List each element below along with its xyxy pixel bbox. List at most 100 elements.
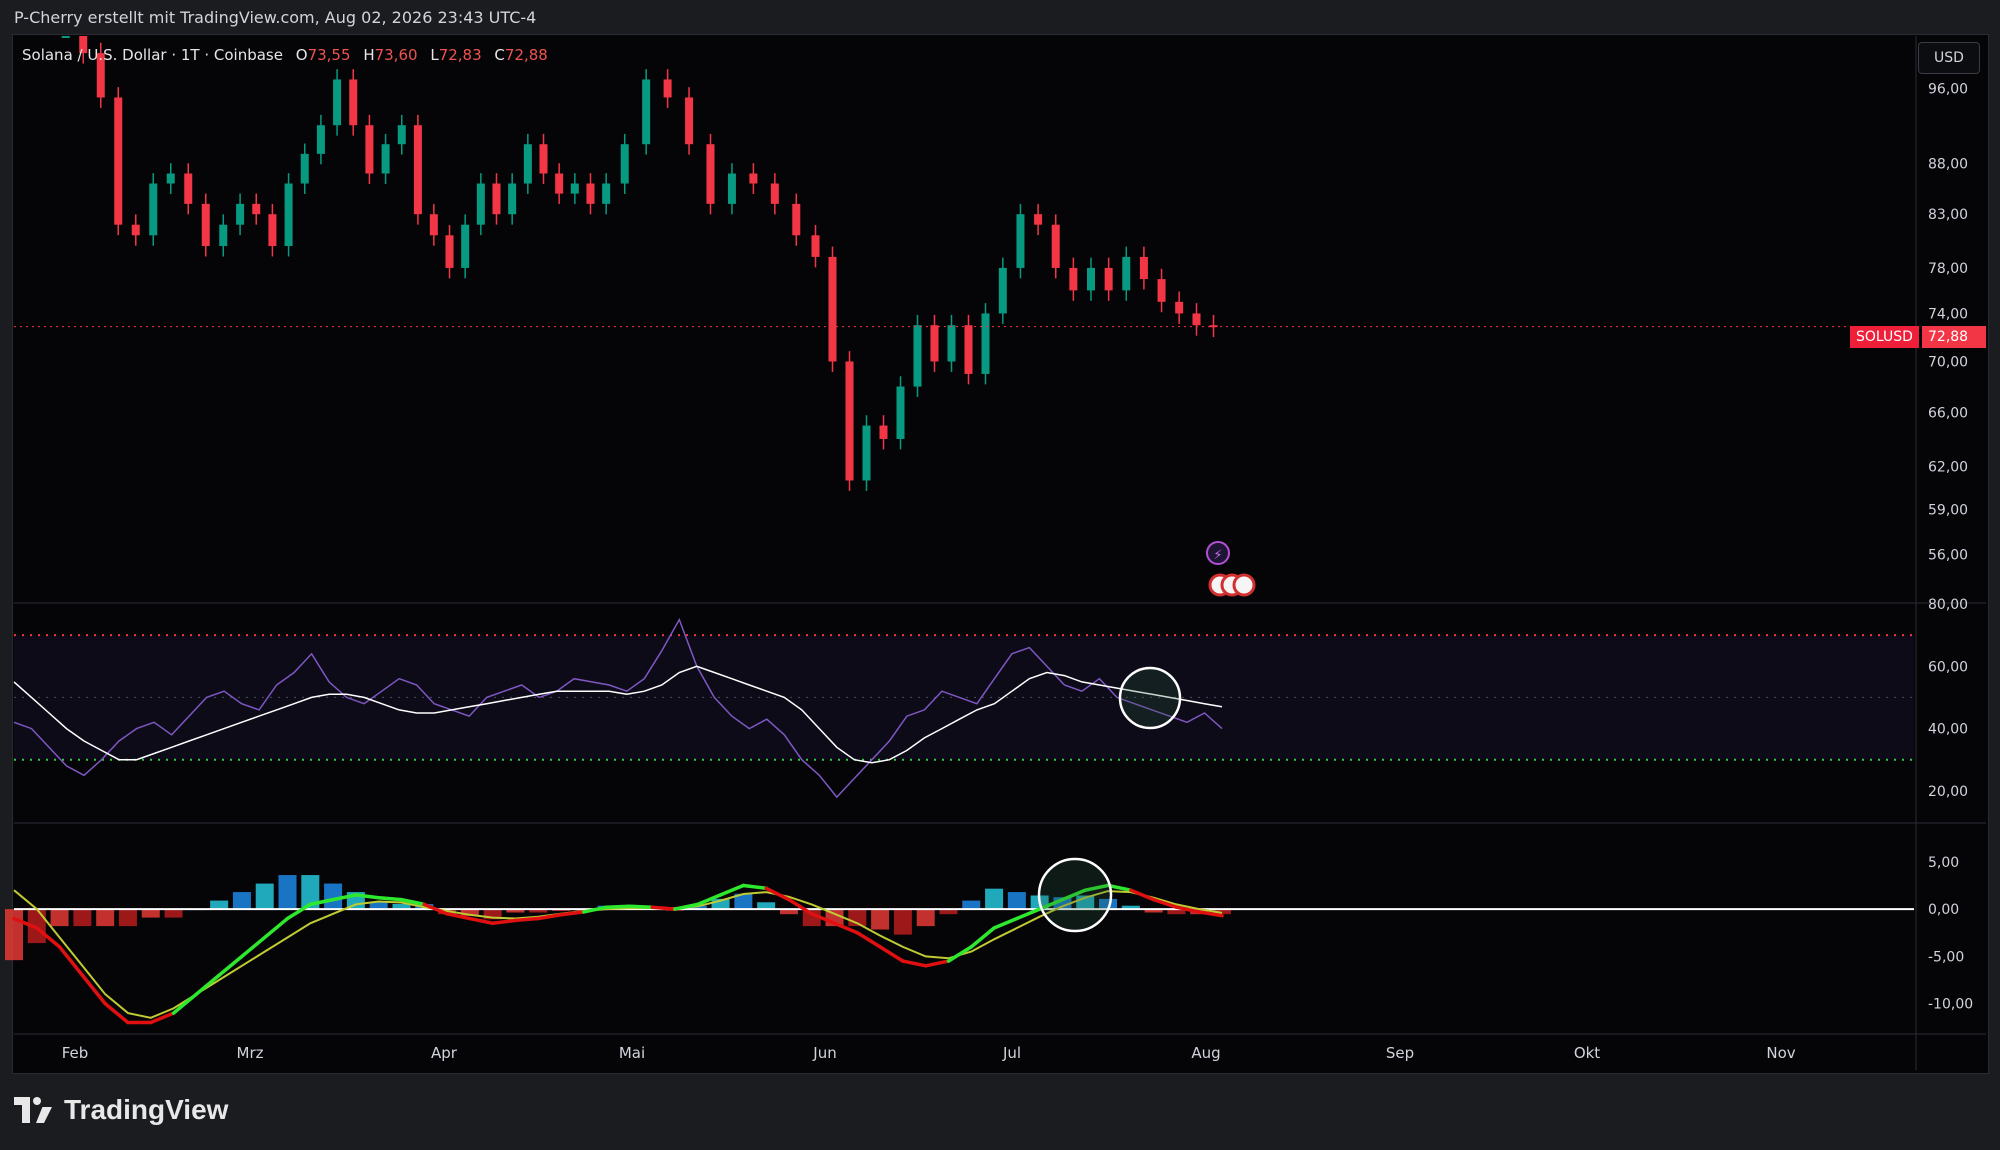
macd-line-segment [1037,897,1065,911]
price-tick-label: 74,00 [1928,306,1968,322]
macd-line-segment [559,910,586,917]
candle-body [663,79,672,98]
open-label: O [295,46,308,64]
candle-body [1034,214,1043,225]
open-value: 73,55 [307,46,351,64]
price-tick-label: 88,00 [1928,157,1968,173]
macd-hist-bar [734,893,753,910]
macd-hist-bar [916,909,935,927]
x-tick-label: Apr [431,1044,458,1062]
macd-line-segment [445,912,472,921]
macd-hist-bar [1007,892,1026,910]
macd-hist-bar [688,905,707,910]
candle-body [268,214,277,247]
macd-hist-bar [506,909,525,913]
x-tick-label: Jul [1002,1044,1021,1062]
macd-line-segment [764,886,791,902]
macd-line-segment [354,893,381,900]
macd-line-segment [513,916,540,923]
macd-hist-bar [711,898,730,910]
candle-body [397,125,406,145]
macd-line-segment [57,945,85,978]
macd-hist-bar [483,909,502,920]
macd-hist-bar [164,909,183,918]
macd-hist-bar [893,909,912,935]
macd-line-segment [1060,888,1087,902]
macd-line-segment [741,883,768,891]
macd-line-segment [809,912,837,926]
rsi-tick-label: 40,00 [1928,722,1968,738]
low-label: L [430,46,439,64]
x-tick-label: Jun [812,1044,836,1062]
macd-hist-bar [210,900,229,910]
candle-body [333,79,342,126]
macd-line-segment [696,893,723,907]
macd-line-segment [969,926,996,949]
candle-body [828,256,837,362]
macd-line-segment [262,916,290,940]
macd-line-segment [946,945,974,963]
macd-hist-bar [985,888,1004,910]
rsi-tick-label: 20,00 [1928,784,1968,800]
macd-hist-bar [1053,897,1072,910]
macd-line-segment [855,930,882,949]
macd-line-segment [217,954,244,978]
currency-button[interactable]: USD [1918,42,1980,74]
candle-body [201,203,210,247]
macd-hist-bar [50,909,69,927]
candle-body [316,125,325,154]
lightning-event-glyph: ⚡ [1213,548,1222,563]
candle-body [429,214,438,236]
candle-body [792,203,801,236]
candle-body [166,173,175,184]
macd-line-segment [331,893,358,902]
candle-body [1139,256,1148,280]
macd-hist-bar [278,875,297,910]
candle-body [300,153,309,184]
macd-line-segment [536,913,563,921]
tradingview-logo[interactable]: TradingView [14,1094,228,1126]
macd-line-segment [604,904,632,909]
rsi-tick-label: 80,00 [1928,597,1968,613]
candle-body [1104,267,1113,291]
macd-line-segment [627,904,654,909]
candle-body [727,173,736,204]
rsi-line [13,617,1223,799]
macd-line-segment [35,926,62,949]
macd-line-segment [582,905,609,914]
candle-body [1016,214,1025,268]
candle-body [570,183,579,194]
candle-body [413,125,422,215]
candle-body [252,203,261,215]
candle-body [445,235,454,268]
candle-body [555,173,564,194]
macd-hist-bar [5,909,23,961]
macd-hist-bar [96,909,115,927]
x-tick-label: Nov [1766,1044,1795,1062]
low-value: 72,83 [438,46,482,64]
candle-body [706,144,715,204]
macd-line-segment [787,897,814,916]
rsi-band [14,635,1914,760]
symbol-name: Solana / U.S. Dollar · 1T · Coinbase [22,46,283,64]
macd-line-segment [149,1011,176,1025]
macd-hist-bar [141,909,160,918]
price-tick-label: 56,00 [1928,547,1968,563]
macd-line-segment [1015,907,1042,921]
rsi-highlight-circle [1118,666,1182,730]
candle-body [749,173,758,184]
macd-line-segment [285,902,313,921]
tradingview-brand: TradingView [64,1094,229,1125]
macd-line-segment [650,905,677,911]
macd-line-segment [240,935,267,959]
price-tick-label: 66,00 [1928,405,1968,421]
candle-body [523,144,532,184]
macd-line-segment [1174,905,1201,914]
candle-body [149,183,158,236]
macd-hist-bar [939,909,958,915]
price-tick-label: 83,00 [1928,207,1968,223]
macd-line-segment [12,916,39,930]
macd-line-segment [923,959,951,968]
macd-tick-label: 5,00 [1928,855,1959,871]
